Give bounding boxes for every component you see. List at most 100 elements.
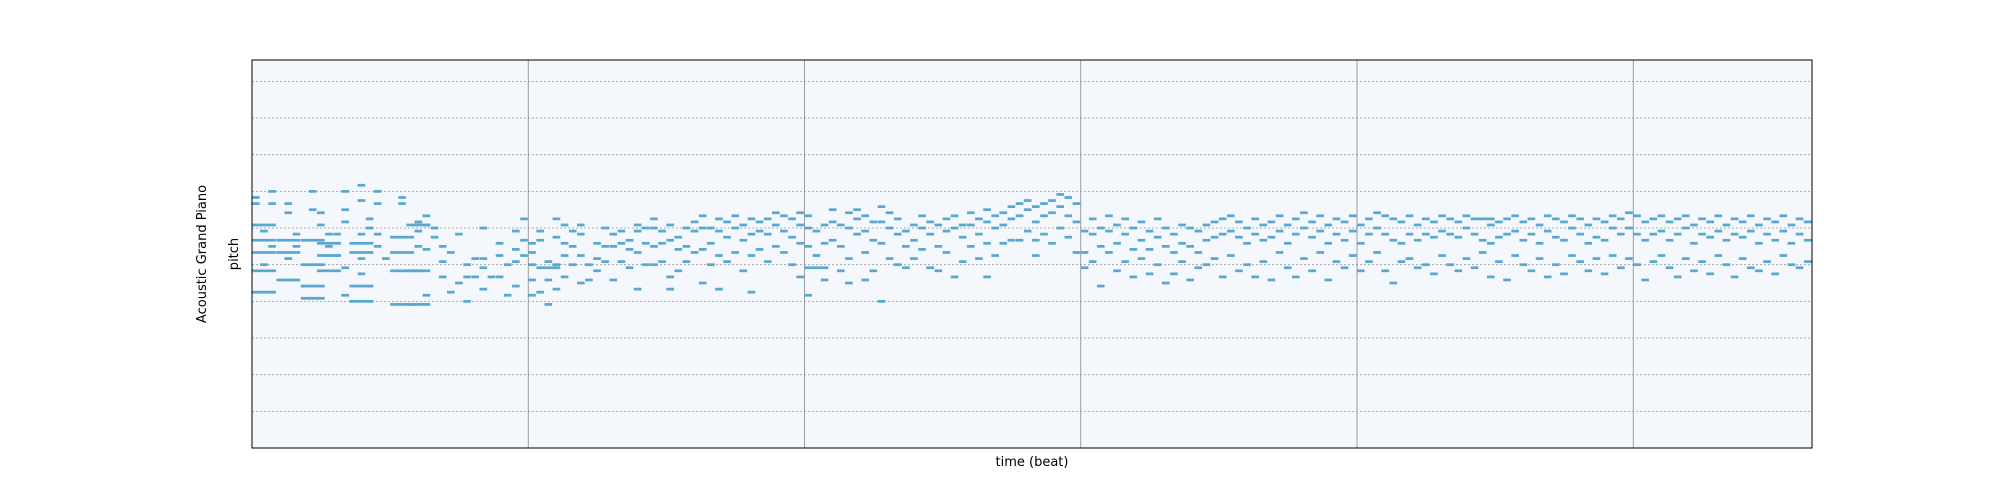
note <box>763 232 772 236</box>
note <box>1584 241 1593 245</box>
note <box>512 248 520 251</box>
note <box>950 226 959 230</box>
note <box>1340 220 1349 224</box>
note <box>268 189 276 193</box>
note <box>1543 275 1552 279</box>
note <box>837 244 845 248</box>
note <box>877 299 886 303</box>
note <box>885 226 894 230</box>
note <box>1162 281 1170 285</box>
note <box>1048 211 1056 215</box>
note <box>1422 232 1430 236</box>
note <box>967 223 975 227</box>
note <box>1673 275 1682 279</box>
note <box>1682 257 1690 260</box>
note <box>617 229 626 233</box>
note <box>349 241 374 245</box>
note <box>747 232 756 236</box>
note <box>1706 272 1714 276</box>
note <box>1178 260 1186 264</box>
note <box>958 260 967 264</box>
note <box>1048 241 1056 245</box>
note <box>1365 260 1373 264</box>
note <box>1080 251 1089 254</box>
note <box>707 263 715 267</box>
note <box>1292 217 1300 221</box>
note <box>731 251 739 254</box>
note <box>536 266 561 270</box>
note <box>1568 226 1576 230</box>
note <box>414 220 423 224</box>
note <box>1698 232 1706 236</box>
note <box>926 266 934 270</box>
note <box>1722 238 1731 242</box>
note <box>430 235 439 239</box>
note <box>1348 214 1357 218</box>
note <box>1373 226 1381 230</box>
note <box>861 251 869 254</box>
note <box>1032 238 1040 242</box>
note <box>650 226 658 230</box>
note <box>260 263 268 267</box>
note <box>317 223 325 227</box>
note <box>365 226 374 230</box>
note <box>1332 260 1341 264</box>
note <box>1251 275 1259 279</box>
note <box>715 287 723 291</box>
note <box>902 266 910 270</box>
note <box>438 275 447 279</box>
note <box>650 263 658 267</box>
note <box>1560 220 1568 224</box>
note <box>1787 223 1796 227</box>
note <box>715 254 723 257</box>
note <box>1779 229 1788 233</box>
note <box>1332 232 1341 236</box>
note <box>479 266 488 270</box>
note <box>1771 272 1779 276</box>
note <box>1608 214 1617 218</box>
note <box>666 287 674 291</box>
note <box>918 214 926 218</box>
note <box>1129 226 1138 230</box>
note <box>1747 229 1755 233</box>
note <box>698 281 707 285</box>
note <box>292 244 301 248</box>
note <box>1714 254 1723 257</box>
note <box>707 241 715 245</box>
note <box>1308 220 1316 224</box>
note <box>585 263 593 267</box>
note <box>1690 223 1698 227</box>
note <box>560 275 569 279</box>
note <box>463 263 471 267</box>
note <box>1235 269 1243 273</box>
note <box>447 290 455 294</box>
note <box>1316 229 1324 233</box>
x-axis-label: time (beat) <box>996 455 1069 470</box>
note <box>1430 272 1438 276</box>
note <box>560 223 569 227</box>
note <box>828 208 837 212</box>
note <box>1218 232 1227 236</box>
note <box>1543 214 1552 218</box>
note <box>1462 226 1471 230</box>
note <box>349 284 374 288</box>
note <box>609 278 618 282</box>
note <box>1438 214 1446 218</box>
note <box>633 229 642 233</box>
note <box>512 284 520 288</box>
note <box>617 241 626 245</box>
note <box>1056 226 1064 230</box>
note <box>406 223 431 227</box>
note <box>568 263 577 267</box>
note <box>1405 232 1414 236</box>
note <box>666 238 674 242</box>
note <box>308 189 317 193</box>
note <box>593 241 601 245</box>
note <box>1113 269 1121 273</box>
note <box>1007 217 1016 221</box>
note <box>552 263 561 267</box>
note <box>796 211 804 215</box>
note <box>1535 223 1544 227</box>
note <box>1283 266 1292 270</box>
note <box>1422 217 1430 221</box>
